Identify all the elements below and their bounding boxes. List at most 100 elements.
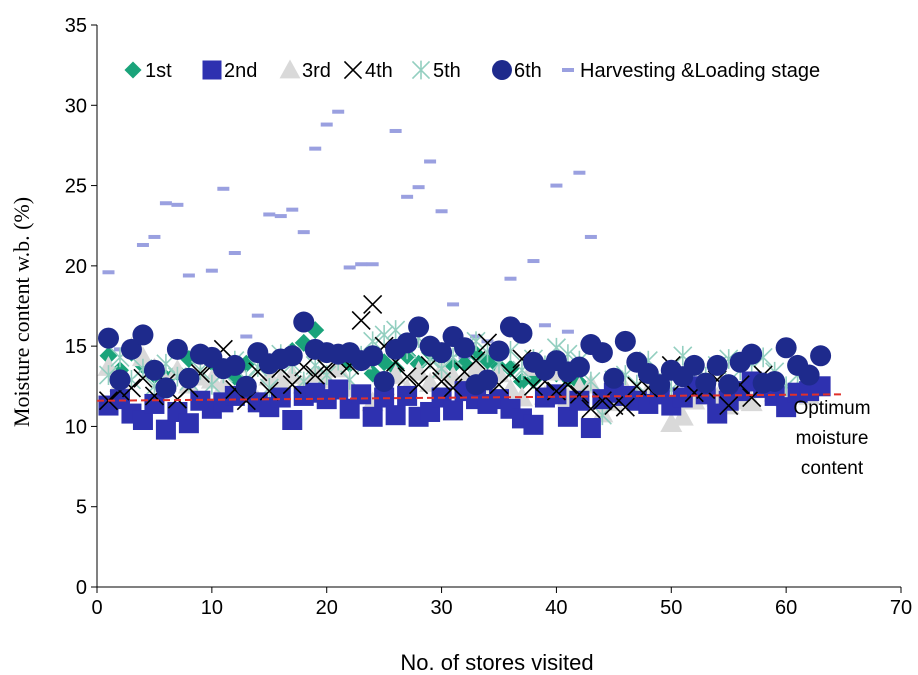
data-point-6th xyxy=(166,338,188,360)
data-point-harvesting-loading-stage xyxy=(274,214,287,219)
x-tick-label: 20 xyxy=(316,597,338,619)
y-tick-label: 20 xyxy=(65,256,87,278)
legend-label-5th: 5th xyxy=(433,60,461,82)
x-tick-label: 60 xyxy=(775,597,797,619)
data-point-6th xyxy=(775,337,797,359)
legend-marker-2nd xyxy=(202,60,222,80)
data-point-2nd xyxy=(351,384,372,405)
data-point-2nd xyxy=(282,410,303,431)
axes: 0 5 10 15 20 25 30 35 0 10 20 30 40 50 60 70 xyxy=(65,15,912,619)
data-point-6th xyxy=(178,367,200,389)
legend-label-6th: 6th xyxy=(514,60,542,82)
data-point-6th xyxy=(224,354,246,376)
data-point-2nd xyxy=(557,406,578,427)
data-point-2nd xyxy=(443,400,464,421)
data-point-6th xyxy=(614,330,636,352)
x-tick-label: 30 xyxy=(430,597,452,619)
data-point-harvesting-loading-stage xyxy=(481,339,494,344)
data-point-harvesting-loading-stage xyxy=(584,234,597,239)
data-point-6th xyxy=(408,316,430,338)
data-point-harvesting-loading-stage xyxy=(412,185,425,190)
x-tick-label: 10 xyxy=(201,597,223,619)
data-point-1st xyxy=(512,372,531,391)
x-tick-label: 0 xyxy=(91,597,102,619)
data-point-3rd xyxy=(131,346,154,367)
data-point-4th xyxy=(443,378,463,398)
y-tick-label: 10 xyxy=(65,416,87,438)
series-harvesting-loading-stage xyxy=(102,109,597,400)
data-point-6th xyxy=(568,356,590,378)
data-point-6th xyxy=(281,345,303,367)
data-point-2nd xyxy=(580,418,601,439)
data-point-2nd xyxy=(155,419,176,440)
data-point-6th xyxy=(798,364,820,386)
data-point-harvesting-loading-stage xyxy=(538,323,551,328)
data-point-6th xyxy=(764,370,786,392)
data-point-4th xyxy=(523,376,544,396)
data-point-6th xyxy=(695,372,717,394)
legend-marker-5th xyxy=(411,60,431,80)
legend-marker-harvesting-loading-stage xyxy=(562,68,574,72)
y-tick-label: 25 xyxy=(65,176,87,198)
data-point-harvesting-loading-stage xyxy=(424,159,437,164)
series-6th xyxy=(97,311,832,399)
data-point-harvesting-loading-stage xyxy=(504,276,517,281)
data-point-4th xyxy=(409,375,429,395)
data-point-4th xyxy=(615,397,635,417)
data-point-harvesting-loading-stage xyxy=(401,194,414,199)
data-point-6th xyxy=(741,343,763,365)
data-point-3rd xyxy=(407,360,430,381)
data-point-harvesting-loading-stage xyxy=(320,122,333,127)
data-point-4th xyxy=(581,399,601,419)
x-tick-label: 40 xyxy=(545,597,567,619)
data-point-3rd xyxy=(660,412,683,433)
optimum-moisture-line xyxy=(96,393,844,402)
data-point-6th xyxy=(97,327,119,349)
data-point-6th xyxy=(143,359,165,381)
data-point-2nd xyxy=(385,405,406,426)
data-point-2nd xyxy=(362,406,383,427)
optimum-annotation-line-2: moisture xyxy=(796,428,869,449)
data-point-4th xyxy=(397,367,417,387)
legend-marker-6th xyxy=(492,60,512,80)
legend-label-2nd: 2nd xyxy=(224,60,257,82)
data-point-4th xyxy=(305,365,325,385)
data-point-harvesting-loading-stage xyxy=(343,265,356,270)
x-tick-label: 50 xyxy=(660,597,682,619)
data-point-6th xyxy=(477,369,499,391)
legend-marker-1st xyxy=(124,61,142,79)
data-point-harvesting-loading-stage xyxy=(263,212,276,217)
data-point-6th xyxy=(706,354,728,376)
data-point-harvesting-loading-stage xyxy=(561,329,574,334)
data-point-harvesting-loading-stage xyxy=(171,202,184,207)
data-point-6th xyxy=(454,337,476,359)
y-tick-label: 30 xyxy=(65,95,87,117)
data-point-harvesting-loading-stage xyxy=(332,109,345,114)
legend-marker-3rd xyxy=(279,59,301,79)
data-point-harvesting-loading-stage xyxy=(297,230,310,235)
x-tick-label: 70 xyxy=(890,597,912,619)
data-point-3rd xyxy=(671,405,694,426)
data-point-6th xyxy=(373,370,395,392)
data-point-6th xyxy=(132,324,154,346)
y-tick-label: 15 xyxy=(65,336,87,358)
data-point-harvesting-loading-stage xyxy=(527,259,540,264)
legend-label-harvesting-loading-stage: Harvesting &Loading stage xyxy=(580,60,820,82)
data-point-6th xyxy=(718,374,740,396)
data-point-4th xyxy=(569,384,589,404)
data-point-6th xyxy=(603,367,625,389)
data-point-harvesting-loading-stage xyxy=(217,186,230,191)
data-point-4th xyxy=(592,391,612,411)
data-point-2nd xyxy=(270,387,291,408)
data-point-6th xyxy=(431,342,453,364)
data-point-6th xyxy=(683,354,705,376)
data-point-2nd xyxy=(144,393,165,414)
data-point-6th xyxy=(511,322,533,344)
data-point-harvesting-loading-stage xyxy=(159,201,172,206)
data-point-harvesting-loading-stage xyxy=(182,273,195,278)
data-point-6th xyxy=(649,374,671,396)
data-point-harvesting-loading-stage xyxy=(447,302,460,307)
data-point-harvesting-loading-stage xyxy=(205,268,218,273)
data-point-harvesting-loading-stage xyxy=(550,183,563,188)
